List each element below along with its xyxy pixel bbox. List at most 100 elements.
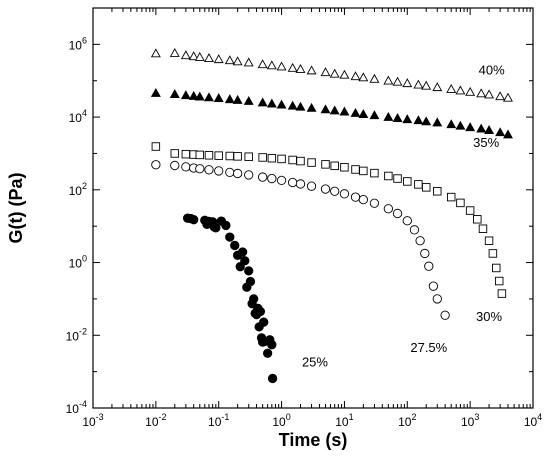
x-tick-label: 10-3 bbox=[82, 412, 103, 429]
data-point bbox=[277, 154, 286, 164]
data-point bbox=[243, 57, 254, 67]
y-axis-ticks: 10-4 10-2 100 102 104 106 bbox=[66, 7, 533, 416]
data-point bbox=[221, 220, 231, 231]
data-point bbox=[267, 373, 278, 384]
data-point bbox=[413, 115, 424, 125]
data-point bbox=[369, 110, 380, 120]
data-point bbox=[339, 106, 350, 116]
data-point bbox=[230, 240, 240, 251]
data-point bbox=[150, 87, 161, 97]
data-point bbox=[433, 187, 442, 196]
data-point bbox=[413, 79, 424, 89]
data-point bbox=[503, 92, 513, 102]
data-point bbox=[213, 54, 224, 64]
data-point bbox=[473, 215, 482, 224]
series-label: 40% bbox=[479, 62, 505, 77]
data-point bbox=[244, 152, 253, 161]
data-point bbox=[383, 75, 394, 85]
y-tick-label: 10-2 bbox=[66, 326, 87, 343]
data-point bbox=[214, 151, 223, 160]
data-point bbox=[194, 51, 205, 61]
y-tick-label: 102 bbox=[69, 181, 87, 198]
data-point bbox=[204, 92, 214, 102]
data-point bbox=[195, 150, 205, 160]
y-axis-title: G(t) (Pa) bbox=[6, 173, 26, 244]
data-point bbox=[476, 88, 487, 98]
x-tick-label: 103 bbox=[461, 412, 479, 429]
data-point bbox=[195, 164, 205, 174]
plot-frame bbox=[92, 7, 534, 409]
data-point bbox=[497, 289, 507, 298]
data-point bbox=[465, 122, 476, 132]
data-point bbox=[446, 119, 457, 129]
series-3 bbox=[151, 142, 507, 298]
data-point bbox=[243, 95, 254, 105]
data-point bbox=[244, 170, 254, 180]
data-point bbox=[266, 60, 277, 70]
data-point bbox=[320, 104, 331, 114]
data-point bbox=[295, 63, 306, 73]
data-point bbox=[225, 151, 235, 161]
data-point bbox=[257, 172, 268, 182]
data-point bbox=[392, 113, 403, 122]
data-point bbox=[402, 114, 413, 124]
data-point bbox=[350, 107, 361, 117]
y-tick-label: 10-4 bbox=[66, 399, 87, 416]
series-5 bbox=[182, 213, 278, 384]
data-point bbox=[358, 72, 369, 82]
data-point bbox=[424, 261, 434, 271]
data-point bbox=[170, 149, 180, 158]
data-point bbox=[287, 62, 298, 72]
data-point bbox=[232, 94, 243, 104]
data-point bbox=[383, 204, 394, 214]
data-point bbox=[276, 175, 287, 186]
data-point bbox=[456, 198, 465, 208]
data-point bbox=[244, 266, 254, 276]
data-point bbox=[267, 340, 277, 350]
data-point bbox=[392, 208, 403, 219]
series-label: 35% bbox=[473, 135, 499, 150]
y-tick-label: 104 bbox=[69, 108, 87, 125]
data-point bbox=[287, 177, 298, 188]
x-axis-ticks: 10-3 10-2 10-1 100 101 102 103 104 bbox=[82, 8, 542, 429]
data-point bbox=[259, 317, 269, 327]
data-point bbox=[169, 47, 180, 57]
x-tick-label: 100 bbox=[272, 412, 290, 429]
y-tick-label: 100 bbox=[69, 254, 87, 271]
data-point bbox=[276, 99, 287, 109]
data-point bbox=[495, 127, 506, 137]
series-label: 30% bbox=[476, 309, 502, 324]
data-point bbox=[358, 109, 369, 119]
data-point bbox=[414, 180, 423, 189]
data-point bbox=[330, 186, 340, 196]
data-point bbox=[370, 168, 379, 178]
data-point bbox=[402, 216, 412, 226]
data-point bbox=[409, 225, 420, 235]
data-point bbox=[224, 55, 235, 65]
data-point bbox=[180, 90, 191, 100]
data-point bbox=[320, 184, 331, 194]
data-point bbox=[392, 76, 403, 86]
data-point bbox=[257, 59, 268, 69]
plot-area: 10-3 10-2 10-1 100 101 102 103 104 10-4 10-2 100 1… bbox=[66, 7, 542, 429]
data-point bbox=[465, 206, 475, 215]
data-point bbox=[383, 111, 394, 121]
data-point bbox=[194, 91, 205, 101]
x-axis-title: Time (s) bbox=[279, 430, 348, 450]
data-point bbox=[151, 142, 161, 151]
data-point bbox=[494, 276, 504, 286]
data-point bbox=[432, 294, 442, 304]
data-point bbox=[287, 100, 298, 110]
data-point bbox=[249, 294, 259, 304]
data-point bbox=[440, 310, 450, 320]
series-2 bbox=[150, 87, 513, 139]
data-point bbox=[421, 80, 432, 90]
data-point bbox=[403, 177, 412, 186]
data-point bbox=[255, 306, 266, 317]
data-point bbox=[393, 174, 402, 183]
data-point bbox=[150, 48, 161, 58]
data-point bbox=[369, 73, 380, 83]
data-point bbox=[211, 223, 221, 233]
data-point bbox=[225, 167, 235, 178]
